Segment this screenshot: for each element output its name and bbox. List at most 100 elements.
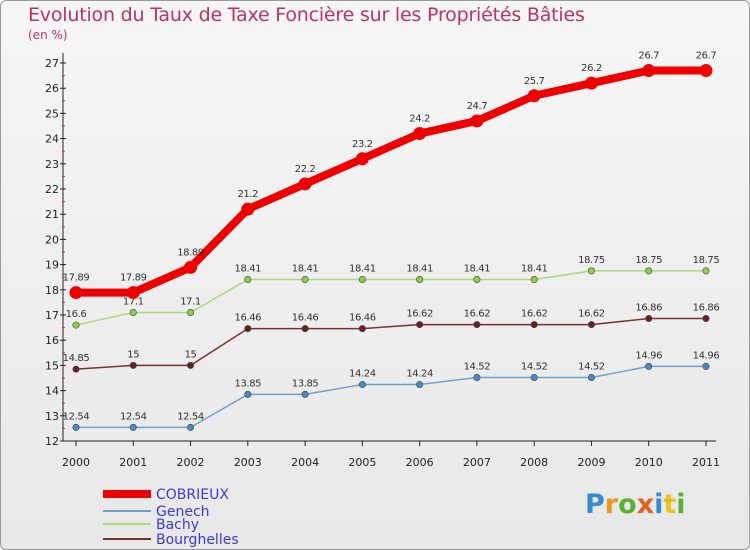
data-label: 13.85 xyxy=(234,378,261,389)
data-label: 13.85 xyxy=(292,378,319,389)
chart-title: Evolution du Taux de Taxe Foncière sur l… xyxy=(28,4,585,26)
data-label: 18.41 xyxy=(464,263,491,274)
unit-label: (en %) xyxy=(28,28,68,42)
y-tick-label: 14 xyxy=(45,385,59,398)
data-point xyxy=(129,423,137,431)
legend-label: Genech xyxy=(156,504,210,520)
data-point xyxy=(470,114,484,128)
data-label: 14.85 xyxy=(63,353,90,364)
data-point xyxy=(244,325,252,333)
data-label: 26.2 xyxy=(581,63,602,74)
data-point xyxy=(587,373,595,381)
data-label: 16.62 xyxy=(406,309,433,320)
data-label: 17.89 xyxy=(120,273,147,284)
data-label: 16.62 xyxy=(521,309,548,320)
data-point xyxy=(358,275,366,283)
logo-letter: P xyxy=(585,489,605,520)
data-label: 18.41 xyxy=(521,263,548,274)
data-label: 18.41 xyxy=(292,263,319,274)
data-point xyxy=(244,390,252,398)
data-point xyxy=(129,361,137,369)
y-tick-label: 23 xyxy=(45,158,59,171)
data-label: 18.41 xyxy=(406,263,433,274)
data-label: 14.52 xyxy=(464,361,491,372)
data-label: 12.54 xyxy=(120,411,147,422)
data-point xyxy=(473,275,481,283)
data-point xyxy=(301,275,309,283)
data-label: 16.46 xyxy=(349,313,376,324)
data-point xyxy=(72,365,80,373)
data-point xyxy=(241,202,255,216)
data-label: 15 xyxy=(127,349,139,360)
logo-letter: i xyxy=(676,489,686,520)
series-line-cobrieux xyxy=(72,66,710,297)
data-label: 26.7 xyxy=(638,51,659,62)
y-tick-label: 27 xyxy=(45,57,59,70)
y-tick-label: 18 xyxy=(45,284,59,297)
series-line-bourghelles xyxy=(75,317,707,370)
data-label: 18.75 xyxy=(635,255,662,266)
data-point xyxy=(584,76,598,90)
data-label: 17.89 xyxy=(63,273,90,284)
logo-letter: t xyxy=(663,489,677,520)
x-tick-label: 2007 xyxy=(463,456,491,469)
logo-letter: x xyxy=(636,489,655,520)
data-label: 14.52 xyxy=(578,361,605,372)
y-tick-label: 25 xyxy=(45,107,59,120)
logo-letter: r xyxy=(604,489,619,520)
data-label: 16.86 xyxy=(693,303,720,314)
data-point xyxy=(301,390,309,398)
data-point xyxy=(187,361,195,369)
data-label: 16.62 xyxy=(464,309,491,320)
data-label: 14.24 xyxy=(406,369,433,380)
data-point xyxy=(530,373,538,381)
x-tick-label: 2011 xyxy=(692,456,720,469)
x-tick-label: 2004 xyxy=(291,456,319,469)
data-label: 25.7 xyxy=(524,76,545,87)
data-point xyxy=(473,373,481,381)
data-label: 18.41 xyxy=(349,263,376,274)
data-label: 18.41 xyxy=(234,263,261,274)
x-tick-label: 2009 xyxy=(577,456,605,469)
legend-label: Bachy xyxy=(156,517,199,533)
data-point xyxy=(587,321,595,329)
data-point xyxy=(358,381,366,389)
data-label: 23.2 xyxy=(352,139,373,150)
data-label: 26.7 xyxy=(696,51,717,62)
series-line-genech xyxy=(75,365,707,429)
data-label: 12.54 xyxy=(177,411,204,422)
x-tick-label: 2001 xyxy=(119,456,147,469)
data-point xyxy=(69,286,83,300)
data-point xyxy=(645,362,653,370)
data-point xyxy=(298,177,312,191)
legend-label: Bourghelles xyxy=(156,532,239,548)
data-point xyxy=(645,315,653,323)
y-tick-label: 19 xyxy=(45,259,59,272)
data-label: 16.62 xyxy=(578,309,605,320)
data-point xyxy=(530,321,538,329)
x-tick-label: 2000 xyxy=(62,456,90,469)
data-point xyxy=(527,89,541,103)
data-point xyxy=(244,275,252,283)
legend-label: COBRIEUX xyxy=(156,487,229,503)
data-point xyxy=(355,152,369,166)
data-point xyxy=(126,286,140,300)
data-label: 22.2 xyxy=(295,164,316,175)
data-point xyxy=(129,308,137,316)
x-tick-label: 2010 xyxy=(635,456,663,469)
data-point xyxy=(416,321,424,329)
data-label: 17.1 xyxy=(123,296,144,307)
data-point xyxy=(413,127,427,141)
y-tick-label: 20 xyxy=(45,233,59,246)
data-point xyxy=(416,275,424,283)
data-label: 14.96 xyxy=(635,350,662,361)
data-point xyxy=(416,381,424,389)
data-label: 14.24 xyxy=(349,369,376,380)
y-tick-label: 16 xyxy=(45,334,59,347)
data-label: 16.46 xyxy=(292,313,319,324)
series-line-bachy xyxy=(75,270,707,326)
x-tick-label: 2003 xyxy=(234,456,262,469)
y-tick-label: 24 xyxy=(45,133,59,146)
data-point xyxy=(473,321,481,329)
data-point xyxy=(72,423,80,431)
